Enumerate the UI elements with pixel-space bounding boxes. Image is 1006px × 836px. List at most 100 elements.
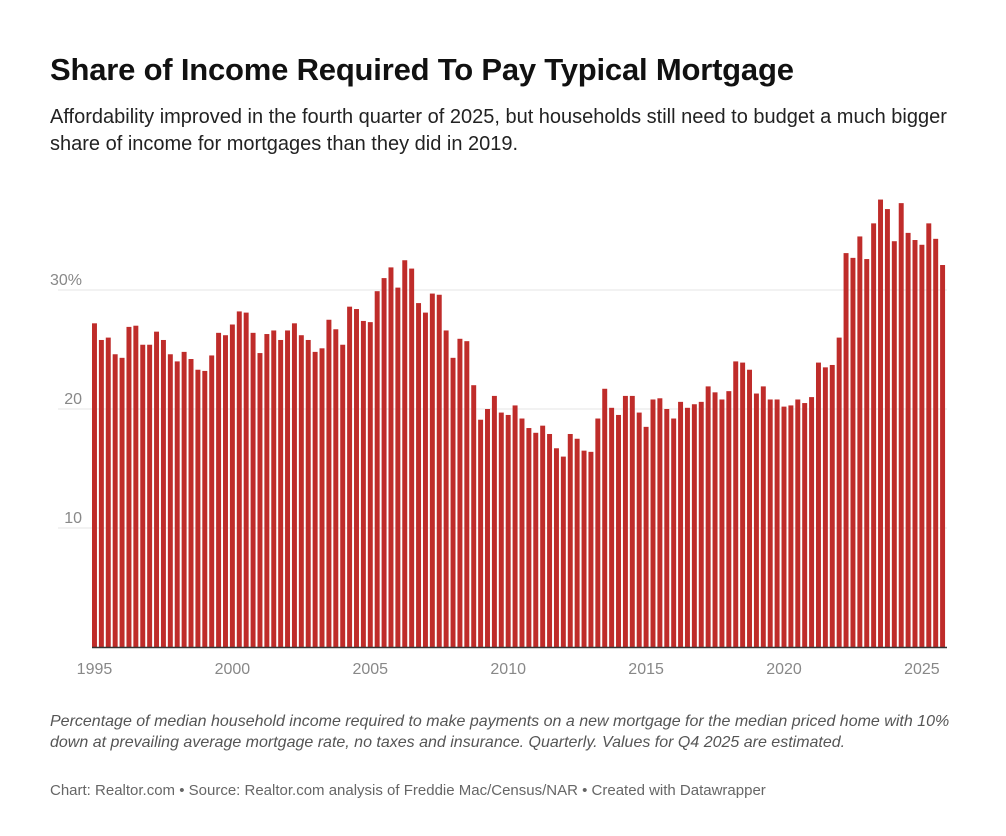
x-tick-label: 1995 (77, 661, 113, 678)
bar (857, 236, 863, 647)
bar (112, 354, 118, 647)
bar (809, 397, 815, 647)
bar (422, 312, 428, 647)
bar (664, 409, 670, 647)
bar (147, 344, 153, 647)
x-tick-label: 2000 (215, 661, 251, 678)
bar (374, 291, 380, 647)
bar (774, 399, 780, 647)
bar (429, 293, 435, 647)
bar (843, 253, 849, 648)
bar (471, 385, 477, 647)
bar (767, 399, 773, 647)
bar (533, 432, 539, 647)
bar (340, 344, 346, 647)
bar (788, 405, 794, 647)
y-axis-labels: 10 20 30% (50, 272, 82, 527)
x-axis-labels: 1995 2000 2005 2010 2015 2020 2025 (77, 661, 940, 678)
bar (312, 351, 318, 647)
bar (815, 362, 821, 647)
x-tick-label: 2020 (766, 661, 802, 678)
bar (229, 324, 235, 647)
bar (884, 209, 890, 647)
bar (291, 323, 297, 647)
bar (381, 278, 387, 647)
bar (126, 326, 132, 647)
x-tick-label: 2005 (352, 661, 388, 678)
bar (347, 306, 353, 647)
bar (650, 399, 656, 647)
bar (395, 287, 401, 647)
bar (236, 311, 242, 647)
bar (464, 341, 470, 647)
bar (409, 268, 415, 647)
bar (609, 407, 615, 647)
bar (595, 418, 601, 647)
bar (733, 361, 739, 647)
bar (174, 361, 180, 647)
bar (285, 330, 291, 647)
bar (105, 337, 111, 647)
bar (684, 407, 690, 647)
y-tick-label: 20 (64, 391, 82, 408)
bar (698, 401, 704, 647)
bar (726, 391, 732, 647)
bar (629, 395, 635, 647)
bar (416, 303, 422, 647)
bar (760, 386, 766, 647)
bar (519, 418, 525, 647)
bar (829, 364, 835, 647)
bar (588, 451, 594, 647)
bar (243, 312, 249, 647)
bar (574, 438, 580, 647)
bar (216, 332, 222, 647)
bar (719, 399, 725, 647)
bar (450, 357, 456, 647)
chart: 10 20 30% 1995 2000 2005 2010 2015 2020 2025 (50, 199, 947, 678)
bar (443, 330, 449, 647)
bar (671, 418, 677, 647)
bar (498, 412, 504, 647)
bar (160, 339, 166, 647)
bar (753, 393, 759, 647)
bar (202, 370, 208, 647)
y-tick-label: 10 (64, 510, 82, 527)
bar (864, 259, 870, 647)
bar (181, 351, 187, 647)
bar (871, 223, 877, 648)
bar (436, 294, 442, 647)
bars (92, 199, 946, 648)
y-tick-label: 30% (50, 272, 82, 289)
bar (388, 267, 394, 647)
bar (195, 369, 201, 647)
x-tick-label: 2015 (628, 661, 664, 678)
bar (92, 323, 97, 647)
bar (940, 265, 946, 647)
bar (154, 331, 160, 647)
bar (567, 433, 573, 647)
bar (705, 386, 711, 647)
bar (822, 367, 828, 647)
bar (678, 401, 684, 647)
bar (836, 337, 842, 647)
bar (747, 369, 752, 647)
bar (333, 329, 339, 647)
bar (526, 428, 532, 647)
x-tick-label: 2025 (904, 661, 940, 678)
bar (167, 354, 173, 647)
bar (512, 405, 518, 647)
bar (140, 344, 146, 647)
bar (891, 241, 897, 647)
bar (712, 392, 718, 647)
bar (616, 414, 621, 647)
bar (319, 348, 325, 647)
bar (354, 309, 359, 647)
bar (485, 409, 490, 647)
bar (547, 433, 553, 647)
bar (657, 398, 663, 647)
bar (367, 322, 373, 647)
bar (264, 334, 270, 647)
bar (802, 403, 808, 647)
bar (326, 319, 332, 647)
bar (878, 199, 884, 647)
